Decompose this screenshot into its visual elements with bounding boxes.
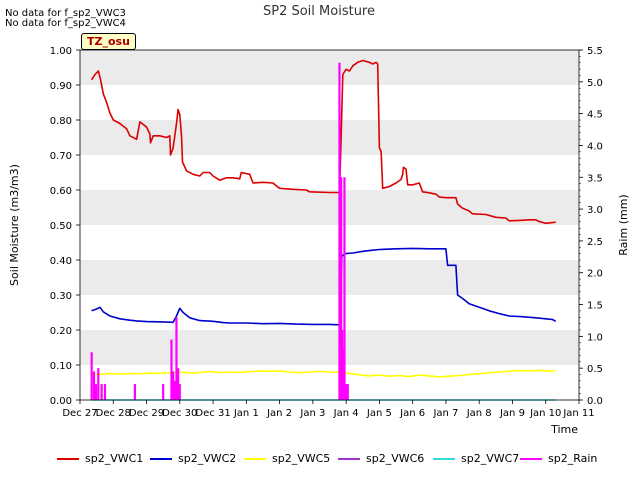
y-tick-label: 0.90 [50,81,72,92]
legend-label: sp2_VWC2 [178,452,237,465]
y-tick-label: 0.50 [50,221,72,232]
x-tick-label: Dec 29 [129,408,164,419]
y-tick-label: 0.60 [50,186,72,197]
y-axis-label: Soil Moisture (m3/m3) [8,164,21,286]
legend-label: sp2_Rain [548,452,598,465]
x-tick-label: Jan 9 [499,408,525,419]
y-tick-label: 0.20 [50,326,72,337]
legend-label: sp2_VWC7 [461,452,520,465]
y-tick-label: 0.40 [50,256,72,267]
legend: sp2_VWC1 sp2_VWC2 sp2_VWC5 sp2_VWC6 sp2_VWC7… [0,452,640,470]
legend-item: sp2_VWC5 [244,452,330,465]
x-tick-label: Jan 10 [529,408,561,419]
legend-label: sp2_VWC6 [366,452,425,465]
x-tick-label: Jan 2 [266,408,292,419]
y2-tick-label: 1.5 [587,301,603,312]
legend-label: sp2_VWC5 [272,452,331,465]
y2-tick-label: 0.5 [587,364,603,375]
x-tick-label: Jan 11 [562,408,594,419]
x-axis-label: Time [550,423,578,436]
x-tick-label: Jan 4 [333,408,359,419]
legend-swatch [57,457,79,460]
x-tick-label: Jan 8 [466,408,492,419]
y-tick-label: 1.00 [50,46,72,57]
x-tick-label: Jan 1 [233,408,259,419]
chart-title: SP2 Soil Moisture [263,4,375,19]
legend-swatch [338,457,360,460]
x-tick-label: Dec 28 [96,408,131,419]
legend-item: sp2_VWC1 [57,452,143,465]
legend-item: sp2_VWC6 [338,452,424,465]
y2-tick-label: 2.5 [587,237,603,248]
legend-swatch [520,457,542,460]
x-tick-label: Jan 5 [366,408,392,419]
x-tick-label: Jan 3 [299,408,325,419]
plot-series [90,59,557,401]
timezone-badge: TZ_osu [81,33,136,50]
legend-swatch [433,457,455,460]
legend-item: sp2_Rain [520,452,597,465]
x-tick-label: Dec 31 [195,408,230,419]
no-data-note-1: No data for f_sp2_VWC3 [5,8,126,19]
legend-item: sp2_VWC2 [150,452,236,465]
y2-tick-label: 2.0 [587,269,603,280]
y-axis-left: 0.00 0.10 0.20 0.30 0.40 0.50 0.60 0.70 0.80 0.90… [50,46,80,407]
y-tick-label: 0.00 [50,396,72,407]
y-axis-right: 0.0 0.5 1.0 1.5 2.0 2.5 3.0 3.5 4.0 4.5 5.0 5.5 [579,46,603,407]
y-tick-label: 0.70 [50,151,72,162]
y2-tick-label: 3.0 [587,205,603,216]
y2-tick-label: 4.0 [587,141,603,152]
y2-tick-label: 5.5 [587,46,603,57]
grid-band [80,120,579,155]
grid-band [80,330,579,365]
grid-band [80,190,579,225]
legend-item: sp2_VWC7 [433,452,519,465]
y2-tick-label: 1.0 [587,332,603,343]
y2-axis-label: Raim (mm) [617,194,630,255]
y2-tick-label: 5.0 [587,78,603,89]
x-tick-label: Dec 30 [162,408,197,419]
y2-tick-label: 3.5 [587,173,603,184]
grid-band [80,50,579,85]
series-line-sp2_VWC1 [90,59,556,225]
grid-bands [80,50,579,365]
x-tick-label: Jan 7 [432,408,458,419]
x-tick-label: Jan 6 [399,408,425,419]
y-tick-label: 0.30 [50,291,72,302]
legend-label: sp2_VWC1 [85,452,144,465]
legend-swatch [150,457,172,460]
grid-band [80,260,579,295]
y2-tick-label: 4.5 [587,110,603,121]
y-tick-label: 0.10 [50,361,72,372]
series-line-sp2_VWC5 [91,369,556,378]
y-tick-label: 0.80 [50,116,72,127]
y2-tick-label: 0.0 [587,396,603,407]
no-data-note-2: No data for f_sp2_VWC4 [5,18,126,29]
legend-swatch [244,457,266,460]
x-tick-label: Dec 27 [62,408,97,419]
